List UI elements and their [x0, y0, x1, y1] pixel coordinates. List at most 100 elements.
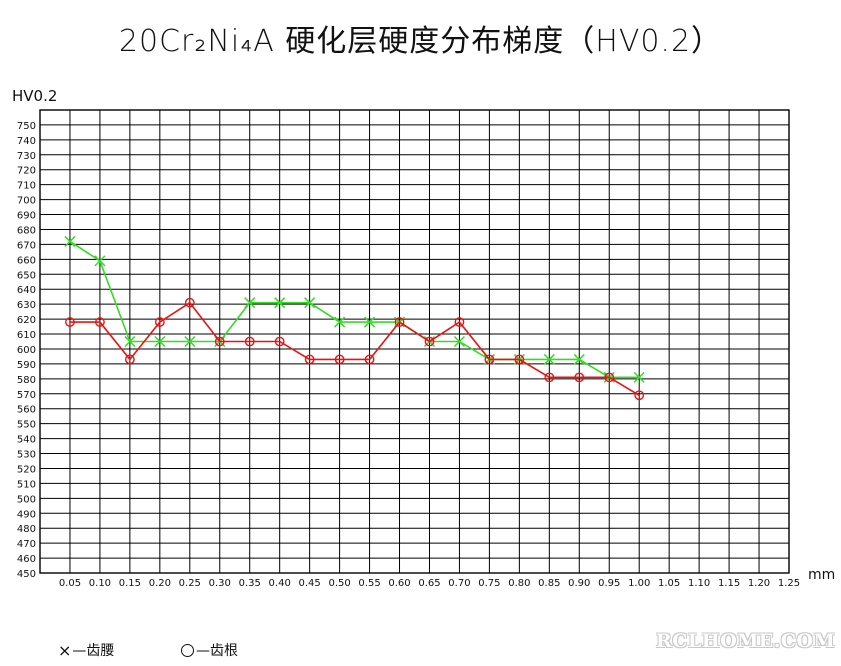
x-tick-label: 0.30 — [209, 578, 231, 589]
legend-flank-label: —齿腰 — [72, 643, 115, 659]
x-tick-label: 0.80 — [508, 578, 530, 589]
x-tick-label: 1.05 — [658, 578, 680, 589]
y-tick-label: 740 — [17, 136, 36, 147]
x-tick-label: 1.00 — [628, 578, 650, 589]
flank-data-point — [633, 371, 645, 383]
y-tick-label: 650 — [17, 270, 36, 281]
flank-data-point — [124, 335, 136, 348]
x-tick-label: 0.35 — [239, 578, 261, 589]
y-tick-label: 460 — [17, 554, 36, 565]
y-tick-label: 660 — [17, 255, 36, 266]
y-tick-label: 510 — [17, 479, 36, 490]
root-data-point — [95, 317, 105, 327]
y-tick-label: 520 — [17, 464, 36, 475]
flank-data-point — [154, 335, 166, 348]
legend-root-label: —齿根 — [196, 643, 238, 659]
root-data-point — [184, 297, 195, 308]
y-tick-label: 540 — [17, 435, 36, 446]
legend-root: —齿根 — [181, 640, 238, 660]
y-tick-label: 580 — [17, 375, 36, 386]
flank-data-point — [184, 335, 196, 348]
y-tick-label: 570 — [17, 390, 36, 401]
y-tick-label: 500 — [17, 494, 36, 505]
root-data-point — [484, 354, 495, 365]
root-data-point — [214, 336, 225, 347]
y-tick-label: 710 — [17, 181, 36, 192]
series-line-flank — [69, 240, 640, 379]
root-data-point — [274, 336, 285, 347]
y-tick-label: 610 — [17, 330, 36, 341]
x-tick-label: 1.10 — [688, 578, 710, 589]
y-tick-label: 640 — [17, 285, 36, 296]
x-axis-label: mm — [808, 567, 836, 583]
root-data-point — [65, 317, 75, 327]
legend-flank: × —齿腰 — [58, 640, 114, 660]
watermark: RCLHOME.COM — [656, 630, 836, 652]
x-tick-label: 0.95 — [598, 578, 620, 589]
x-tick-label: 0.15 — [119, 578, 141, 589]
x-tick-label: 0.40 — [269, 578, 291, 589]
x-tick-label: 0.05 — [59, 578, 81, 589]
y-tick-label: 750 — [17, 121, 36, 132]
x-tick-label: 0.20 — [149, 578, 171, 589]
series-line-root — [70, 301, 640, 396]
y-axis-label: HV0.2 — [12, 87, 58, 105]
y-tick-label: 560 — [17, 405, 36, 416]
x-tick-label: 0.45 — [299, 578, 321, 589]
x-tick-label: 0.85 — [538, 578, 560, 589]
x-tick-label: 0.50 — [328, 578, 350, 589]
y-tick-label: 700 — [17, 196, 36, 207]
y-tick-label: 680 — [17, 225, 36, 236]
y-tick-label: 480 — [17, 524, 36, 535]
root-data-point — [124, 354, 135, 365]
root-data-point — [574, 372, 585, 383]
y-tick-label: 530 — [17, 450, 36, 461]
circle-marker-icon — [181, 643, 194, 657]
x-tick-label: 0.75 — [478, 578, 500, 589]
root-data-point — [154, 317, 165, 327]
x-marker-icon: × — [58, 640, 72, 660]
root-data-point — [454, 317, 465, 327]
root-data-point — [514, 354, 525, 365]
x-tick-label: 0.10 — [89, 578, 111, 589]
flank-data-point — [334, 316, 346, 328]
y-tick-label: 450 — [17, 569, 36, 580]
root-data-point — [544, 372, 555, 383]
flank-data-point — [364, 316, 376, 328]
y-tick-label: 730 — [17, 151, 36, 162]
y-tick-label: 630 — [17, 300, 36, 311]
y-tick-label: 720 — [17, 166, 36, 177]
y-tick-label: 600 — [17, 345, 36, 356]
y-tick-label: 620 — [17, 315, 36, 326]
x-tick-label: 0.65 — [418, 578, 440, 589]
y-tick-label: 550 — [17, 420, 36, 431]
x-tick-label: 0.60 — [388, 578, 410, 589]
flank-data-point — [94, 255, 106, 267]
flank-data-point — [573, 353, 585, 365]
x-tick-label: 1.15 — [718, 578, 740, 589]
x-tick-label: 0.25 — [179, 578, 201, 589]
flank-data-point — [453, 335, 465, 348]
flank-data-point — [244, 297, 256, 309]
root-data-point — [634, 390, 645, 401]
y-tick-label: 490 — [17, 509, 36, 520]
root-data-point — [304, 354, 315, 365]
x-tick-label: 0.55 — [358, 578, 380, 589]
x-tick-label: 1.25 — [778, 578, 800, 589]
root-data-point — [334, 354, 345, 365]
flank-data-point — [64, 235, 76, 247]
x-tick-label: 1.20 — [748, 578, 770, 589]
flank-data-point — [304, 297, 316, 309]
root-data-point — [394, 317, 405, 327]
root-data-point — [604, 372, 615, 383]
y-tick-label: 670 — [17, 240, 36, 251]
x-tick-label: 0.90 — [568, 578, 590, 589]
root-data-point — [244, 336, 255, 347]
x-tick-label: 0.70 — [448, 578, 470, 589]
plot-border — [39, 109, 790, 574]
y-tick-label: 470 — [17, 539, 36, 550]
root-data-point — [424, 336, 435, 347]
root-data-point — [364, 354, 375, 365]
flank-data-point — [543, 353, 555, 365]
